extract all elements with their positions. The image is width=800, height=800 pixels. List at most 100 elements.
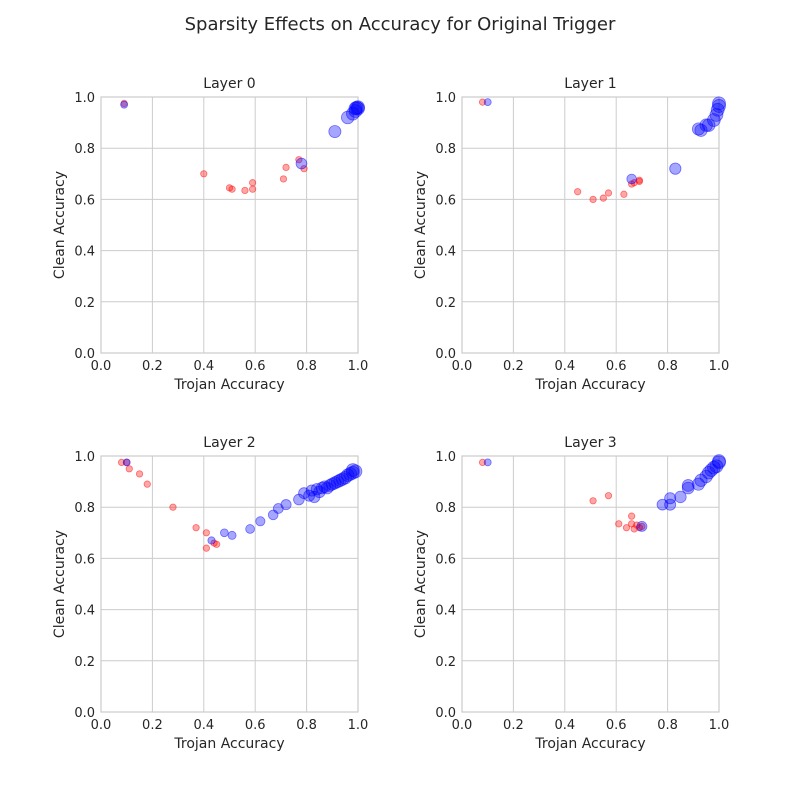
scatter-point-blue xyxy=(207,536,216,545)
y-tick-label: 0.8 xyxy=(435,501,456,516)
scatter-point-blue xyxy=(280,499,292,511)
series-red xyxy=(478,458,646,533)
series-blue xyxy=(483,96,726,185)
x-tick-label: 0.0 xyxy=(91,718,112,733)
x-tick-label: 1.0 xyxy=(709,718,730,733)
scatter-point-red xyxy=(213,540,221,548)
plot-frame xyxy=(461,96,720,354)
series-blue xyxy=(120,100,365,170)
scatter-point-blue xyxy=(305,484,318,497)
y-tick-label: 1.0 xyxy=(435,450,456,465)
series-red xyxy=(478,98,643,203)
scatter-point-blue xyxy=(245,524,255,534)
x-tick-label: 0.8 xyxy=(657,718,678,733)
x-tick-label: 1.0 xyxy=(709,359,730,374)
x-axis-label: Trojan Accuracy xyxy=(534,736,645,752)
y-tick-label: 0.2 xyxy=(74,296,95,311)
scatter-point-blue xyxy=(664,492,677,505)
y-tick-label: 1.0 xyxy=(74,91,95,106)
scatter-point-blue xyxy=(122,458,131,467)
x-axis-label: Trojan Accuracy xyxy=(173,736,284,752)
x-tick-label: 1.0 xyxy=(348,359,369,374)
y-tick-label: 0.6 xyxy=(435,193,456,208)
plot-frame xyxy=(461,455,720,713)
y-tick-label: 1.0 xyxy=(435,91,456,106)
scatter-point-blue xyxy=(681,479,695,492)
y-tick-label: 0.4 xyxy=(435,604,456,619)
scatter-point-blue xyxy=(120,100,129,109)
scatter-point-red xyxy=(638,522,646,531)
scatter-point-blue xyxy=(712,454,726,469)
scatter-point-red xyxy=(125,465,133,473)
scatter-point-red xyxy=(628,512,636,520)
y-tick-label: 0.4 xyxy=(435,245,456,260)
scatter-point-red xyxy=(574,188,582,196)
y-tick-label: 0.0 xyxy=(435,706,456,721)
scatter-point-red xyxy=(282,163,290,171)
x-tick-label: 0.4 xyxy=(554,359,575,374)
y-tick-label: 0.0 xyxy=(74,347,95,362)
subplot-layer-0: 0.0 0.2 0.4 0.6 0.8 1.0 0.0 0.2 0.4 0.6 0.8 1.0 Laye… xyxy=(52,76,368,393)
plot-frame xyxy=(100,455,359,713)
y-tick-label: 0.2 xyxy=(435,655,456,670)
scatter-point-red xyxy=(200,170,208,178)
x-tick-label: 0.6 xyxy=(245,718,266,733)
scatter-point-red xyxy=(249,185,257,193)
scatter-point-blue xyxy=(674,490,687,504)
y-axis-label: Clean Accuracy xyxy=(413,530,429,638)
scatter-point-blue xyxy=(626,173,637,185)
x-tick-label: 0.8 xyxy=(657,359,678,374)
scatter-point-red xyxy=(249,179,257,187)
scatter-point-blue xyxy=(328,125,342,139)
y-tick-label: 0.6 xyxy=(435,552,456,567)
scatter-point-blue xyxy=(220,528,229,538)
scatter-point-red xyxy=(192,524,200,532)
x-tick-label: 0.0 xyxy=(452,359,473,374)
scatter-point-red xyxy=(622,524,631,532)
scatter-point-blue xyxy=(669,162,682,175)
y-tick-label: 0.8 xyxy=(435,142,456,157)
y-tick-label: 0.2 xyxy=(435,296,456,311)
subplot-title: Layer 0 xyxy=(203,76,255,92)
figure-title: Sparsity Effects on Accuracy for Origina… xyxy=(185,14,616,35)
scatter-point-red xyxy=(604,189,613,197)
y-tick-label: 0.0 xyxy=(74,706,95,721)
scatter-point-blue xyxy=(712,96,726,111)
x-tick-label: 0.0 xyxy=(452,718,473,733)
x-tick-label: 0.2 xyxy=(503,359,524,374)
x-tick-label: 0.6 xyxy=(606,718,627,733)
y-tick-label: 0.8 xyxy=(74,142,95,157)
scatter-point-blue xyxy=(295,157,308,170)
y-axis-label: Clean Accuracy xyxy=(52,171,68,279)
scatter-point-blue xyxy=(227,530,237,540)
scatter-point-blue xyxy=(636,521,648,532)
subplot-title: Layer 2 xyxy=(203,435,255,451)
scatter-point-red xyxy=(279,175,288,183)
subplot-title: Layer 1 xyxy=(564,76,616,92)
subplot-layer-3: 0.0 0.2 0.4 0.6 0.8 1.0 0.0 0.2 0.4 0.6 0.8 1.0 Laye… xyxy=(413,435,729,752)
scatter-point-red xyxy=(589,497,597,505)
y-axis-label: Clean Accuracy xyxy=(52,530,68,638)
scatter-point-red xyxy=(620,190,628,198)
scatter-point-blue xyxy=(320,481,334,495)
scatter-point-blue xyxy=(255,516,266,527)
x-tick-label: 0.6 xyxy=(606,359,627,374)
y-tick-label: 0.4 xyxy=(74,604,95,619)
subplot-grid: 0.0 0.2 0.4 0.6 0.8 1.0 0.0 0.2 0.4 0.6 0.8 1.0 Laye… xyxy=(52,76,729,752)
scatter-point-blue xyxy=(709,108,724,122)
x-tick-label: 0.4 xyxy=(554,718,575,733)
scatter-point-red xyxy=(604,492,613,500)
scatter-point-blue xyxy=(483,98,492,107)
scatter-point-blue xyxy=(483,458,492,467)
x-axis-label: Trojan Accuracy xyxy=(173,377,284,393)
scatter-point-red xyxy=(615,520,623,528)
subplot-title: Layer 3 xyxy=(564,435,616,451)
series-red xyxy=(120,99,308,195)
x-tick-label: 0.6 xyxy=(245,359,266,374)
subplot-layer-1: 0.0 0.2 0.4 0.6 0.8 1.0 0.0 0.2 0.4 0.6 0.8 1.0 Laye… xyxy=(413,76,729,393)
scatter-point-blue xyxy=(349,100,364,115)
plot-frame xyxy=(100,96,359,354)
scatter-point-blue xyxy=(348,464,363,479)
scatter-point-blue xyxy=(308,490,321,504)
